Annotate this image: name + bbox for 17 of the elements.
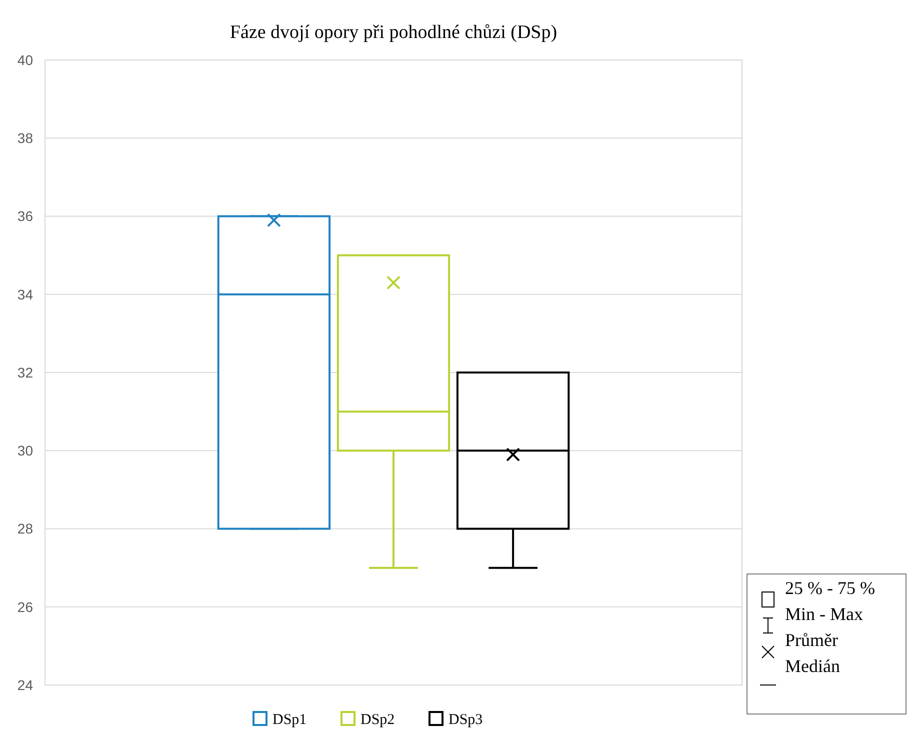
y-tick-label: 26: [17, 598, 34, 615]
legend-label: DSp3: [448, 712, 483, 728]
y-tick-label: 38: [17, 130, 34, 146]
text: Medián: [785, 656, 840, 676]
legend-label: DSp2: [360, 712, 395, 728]
chart-title: Fáze dvojí opory při pohodlné chůzi (DSp): [230, 22, 558, 43]
y-tick-label: 28: [17, 520, 34, 537]
text: 25 % - 75 %: [785, 578, 875, 598]
text: Průměr: [785, 630, 838, 650]
y-tick-label: 36: [17, 208, 34, 224]
y-tick-label: 24: [17, 676, 34, 693]
text: Min - Max: [785, 604, 863, 624]
legend-label: DSp1: [272, 712, 307, 728]
y-tick-label: 34: [17, 286, 34, 302]
y-tick-label: 40: [17, 52, 34, 68]
y-tick-label: 30: [17, 442, 34, 459]
y-tick-label: 32: [17, 364, 34, 380]
